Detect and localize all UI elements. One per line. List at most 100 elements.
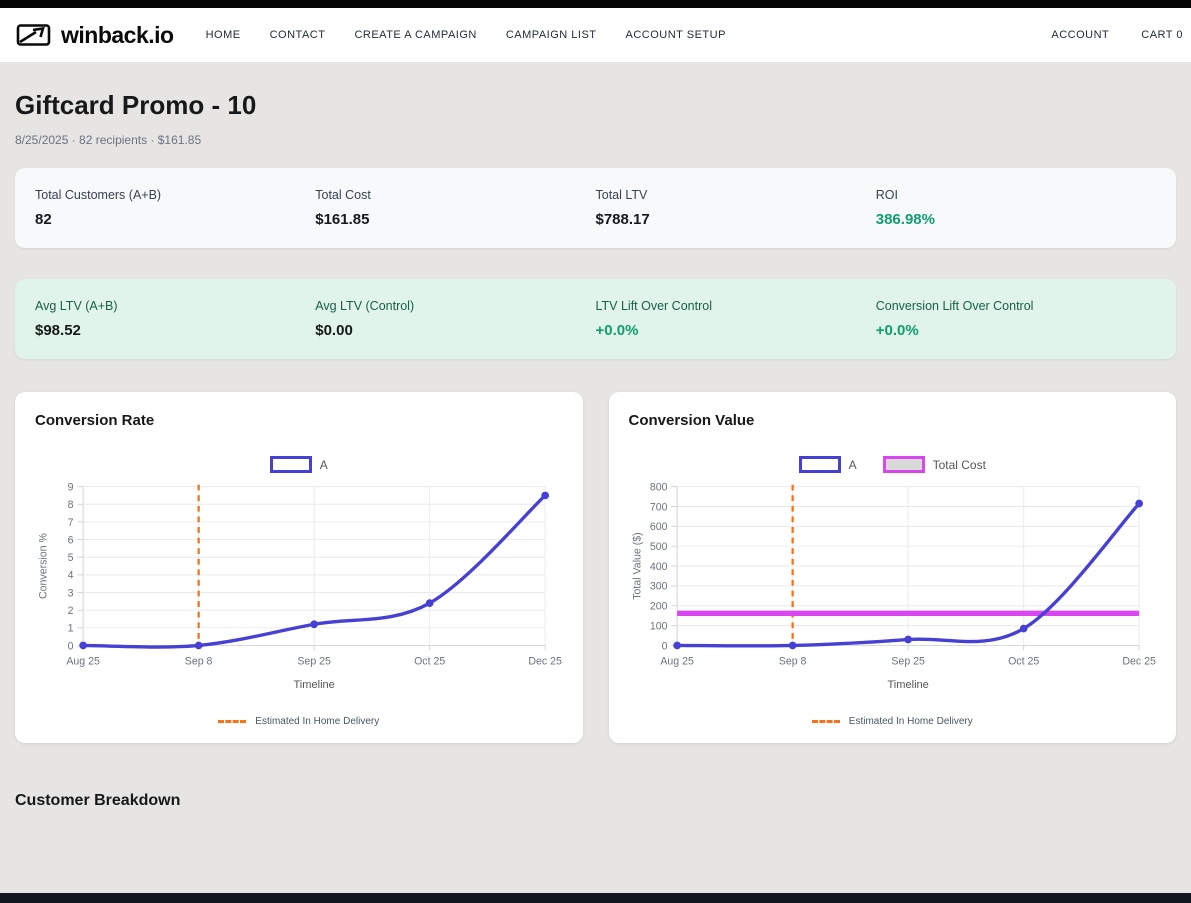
svg-text:0: 0 — [68, 640, 74, 652]
svg-text:400: 400 — [649, 561, 667, 573]
legend-item-a[interactable]: A — [799, 456, 857, 473]
stat-avg-ltv-control: Avg LTV (Control) $0.00 — [315, 299, 595, 339]
svg-text:200: 200 — [649, 601, 667, 613]
top-navigation: winback.io HOME CONTACT CREATE A CAMPAIGN C… — [0, 8, 1191, 62]
campaign-meta: 8/25/2025 · 82 recipients · $161.85 — [15, 133, 1176, 147]
nav-link-home[interactable]: HOME — [206, 29, 241, 41]
dashed-line-swatch — [812, 720, 840, 723]
summary-card-ltv: Avg LTV (A+B) $98.52Avg LTV (Control) $0.0… — [15, 279, 1176, 359]
bottom-accent-bar — [0, 893, 1191, 903]
customer-breakdown-heading: Customer Breakdown — [15, 792, 1176, 810]
svg-text:Dec 25: Dec 25 — [528, 656, 562, 668]
conversion-value-chart[interactable]: 0 100 200 300 400 500 600 700 800 Aug 25 Sep 8 Sep … — [629, 477, 1157, 706]
nav-links: HOME CONTACT CREATE A CAMPAIGN CAMPAIGN LIS… — [206, 29, 726, 41]
svg-text:8: 8 — [68, 499, 74, 511]
x-axis-label: Timeline — [887, 679, 928, 691]
stat-label: Total Cost — [315, 188, 595, 202]
stat-avg-ltv-a-b: Avg LTV (A+B) $98.52 — [35, 299, 315, 339]
conversion-rate-card: Conversion Rate A 0 1 2 3 4 5 6 7 8 9 Aug 25 Sep 8 S… — [15, 392, 583, 743]
main-content: Giftcard Promo - 10 8/25/2025 · 82 recip… — [0, 62, 1191, 810]
stat-total-cost: Total Cost $161.85 — [315, 188, 595, 228]
nav-link-contact[interactable]: CONTACT — [270, 29, 326, 41]
vline-legend-label: Estimated In Home Delivery — [849, 716, 973, 727]
y-axis-label: Conversion % — [38, 533, 50, 599]
legend-label: A — [849, 458, 857, 472]
svg-text:100: 100 — [649, 620, 667, 632]
stat-total-customers-a-b: Total Customers (A+B) 82 — [35, 188, 315, 228]
conversion-rate-legend: A — [35, 456, 563, 473]
svg-text:9: 9 — [68, 481, 74, 493]
charts-row: Conversion Rate A 0 1 2 3 4 5 6 7 8 9 Aug 25 Sep 8 S… — [15, 392, 1176, 743]
legend-swatch — [799, 456, 841, 473]
legend-swatch — [883, 456, 925, 473]
svg-text:500: 500 — [649, 541, 667, 553]
chart-title-conversion-rate: Conversion Rate — [35, 412, 563, 429]
nav-link-account-setup[interactable]: ACCOUNT SETUP — [626, 29, 726, 41]
page-title: Giftcard Promo - 10 — [15, 90, 1176, 121]
stat-value: 386.98% — [876, 211, 1156, 228]
stat-label: Avg LTV (Control) — [315, 299, 595, 313]
legend-swatch — [270, 456, 312, 473]
envelope-arrow-icon — [16, 22, 52, 48]
svg-text:5: 5 — [68, 552, 74, 564]
svg-text:7: 7 — [68, 517, 74, 529]
svg-text:Oct 25: Oct 25 — [414, 656, 445, 668]
svg-text:Sep 25: Sep 25 — [297, 656, 331, 668]
stat-label: LTV Lift Over Control — [596, 299, 876, 313]
top-accent-bar — [0, 0, 1191, 8]
svg-text:Sep 25: Sep 25 — [891, 656, 925, 668]
svg-text:3: 3 — [68, 587, 74, 599]
legend-label: Total Cost — [933, 458, 986, 472]
svg-text:4: 4 — [68, 570, 74, 582]
stat-label: Avg LTV (A+B) — [35, 299, 315, 313]
stat-ltv-lift-over-control: LTV Lift Over Control +0.0% — [596, 299, 876, 339]
stat-value: $0.00 — [315, 322, 595, 339]
brand-name: winback.io — [61, 22, 174, 49]
svg-text:300: 300 — [649, 581, 667, 593]
svg-text:Aug 25: Aug 25 — [660, 656, 694, 668]
stat-label: Total Customers (A+B) — [35, 188, 315, 202]
stat-label: ROI — [876, 188, 1156, 202]
svg-text:0: 0 — [661, 640, 667, 652]
stat-label: Total LTV — [596, 188, 876, 202]
chart-title-conversion-value: Conversion Value — [629, 412, 1157, 429]
svg-text:800: 800 — [649, 481, 667, 493]
svg-text:Sep 8: Sep 8 — [185, 656, 213, 668]
svg-text:6: 6 — [68, 534, 74, 546]
svg-text:Oct 25: Oct 25 — [1008, 656, 1039, 668]
stat-value: 82 — [35, 211, 315, 228]
legend-item-total-cost[interactable]: Total Cost — [883, 456, 986, 473]
stat-value: $788.17 — [596, 211, 876, 228]
nav-link-account[interactable]: ACCOUNT — [1051, 29, 1109, 41]
summary-card-totals: Total Customers (A+B) 82Total Cost $161.85… — [15, 168, 1176, 248]
stat-label: Conversion Lift Over Control — [876, 299, 1156, 313]
dashed-line-swatch — [218, 720, 246, 723]
svg-text:600: 600 — [649, 521, 667, 533]
x-axis-label: Timeline — [293, 679, 334, 691]
stat-value: $98.52 — [35, 322, 315, 339]
conversion-value-legend: A Total Cost — [629, 456, 1157, 473]
y-axis-label: Total Value ($) — [631, 532, 643, 599]
legend-item-a[interactable]: A — [270, 456, 328, 473]
conversion-value-card: Conversion Value A Total Cost 0 100 200 300 4… — [609, 392, 1177, 743]
stat-conversion-lift-over-control: Conversion Lift Over Control +0.0% — [876, 299, 1156, 339]
svg-text:Aug 25: Aug 25 — [66, 656, 100, 668]
stat-value: +0.0% — [876, 322, 1156, 339]
nav-link-campaign-list[interactable]: CAMPAIGN LIST — [506, 29, 597, 41]
legend-label: A — [320, 458, 328, 472]
brand-logo[interactable]: winback.io — [16, 22, 174, 49]
vline-legend: Estimated In Home Delivery — [35, 716, 563, 727]
svg-text:Sep 8: Sep 8 — [778, 656, 806, 668]
vline-legend-label: Estimated In Home Delivery — [255, 716, 379, 727]
svg-text:2: 2 — [68, 605, 74, 617]
svg-text:700: 700 — [649, 501, 667, 513]
vline-legend: Estimated In Home Delivery — [629, 716, 1157, 727]
stat-value: $161.85 — [315, 211, 595, 228]
nav-link-cart-0[interactable]: CART 0 — [1141, 29, 1183, 41]
conversion-rate-chart[interactable]: 0 1 2 3 4 5 6 7 8 9 Aug 25 Sep 8 Sep 25 Oct 25 Dec 25 C… — [35, 477, 563, 706]
nav-link-create-a-campaign[interactable]: CREATE A CAMPAIGN — [354, 29, 476, 41]
stat-total-ltv: Total LTV $788.17 — [596, 188, 876, 228]
svg-text:1: 1 — [68, 623, 74, 635]
svg-text:Dec 25: Dec 25 — [1122, 656, 1156, 668]
stat-value: +0.0% — [596, 322, 876, 339]
